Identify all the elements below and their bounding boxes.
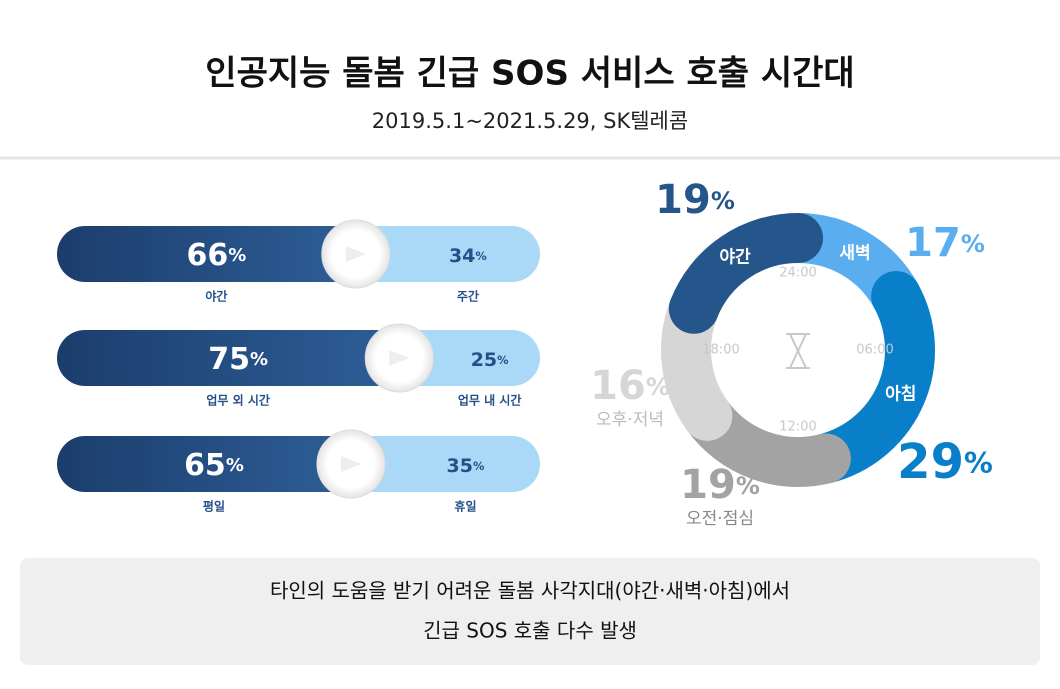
- percent-label: 17%: [905, 220, 985, 266]
- bar-segment: [347, 226, 540, 282]
- value-label: 25%: [471, 349, 509, 371]
- knob-icon: [340, 456, 361, 472]
- category-label: 업무 내 시간: [458, 393, 522, 408]
- title: 인공지능 돌봄 긴급 SOS 서비스 호출 시간대: [205, 54, 854, 94]
- donut-segment: [800, 271, 935, 484]
- segment-label: 새벽: [839, 244, 870, 264]
- segment-label: 아침: [885, 383, 916, 404]
- category-label: 업무 외 시간: [206, 393, 270, 408]
- value-label: 35%: [447, 455, 485, 477]
- clock-label: 06:00: [856, 343, 893, 358]
- clock-label: 24:00: [779, 266, 816, 281]
- knob-icon: [389, 350, 410, 366]
- category-label: 주간: [457, 289, 479, 304]
- clock-label: 18:00: [702, 343, 739, 358]
- percent-label: 29%: [897, 434, 993, 490]
- footer-line: 긴급 SOS 호출 다수 발생: [423, 619, 637, 643]
- bar-segment: [57, 436, 371, 492]
- bar-segment: [57, 330, 420, 386]
- percent-label: 19%: [655, 177, 735, 223]
- category-label: 평일: [203, 500, 225, 514]
- percent-label: 16%: [590, 363, 670, 409]
- category-label: 야간: [205, 289, 227, 304]
- donut-segment: [668, 213, 823, 334]
- knob-icon: [345, 246, 366, 262]
- footer-line: 타인의 도움을 받기 어려운 돌봄 사각지대(야간·새벽·아침)에서: [270, 579, 790, 603]
- value-label: 34%: [449, 245, 487, 267]
- segment-label: 오전·점심: [686, 509, 754, 529]
- value-label: 65%: [184, 448, 244, 483]
- bar-segment: [342, 436, 540, 492]
- category-label: 휴일: [454, 499, 476, 514]
- clock-label: 12:00: [779, 420, 816, 435]
- value-label: 66%: [186, 238, 246, 273]
- bar-segment: [57, 226, 376, 282]
- segment-label: 야간: [719, 247, 751, 267]
- percent-label: 19%: [680, 462, 760, 508]
- value-label: 75%: [208, 342, 268, 377]
- footer-box: [20, 558, 1040, 665]
- subtitle: 2019.5.1~2021.5.29, SK텔레콤: [372, 109, 688, 133]
- segment-label: 오후·저녁: [596, 410, 664, 430]
- hourglass: [786, 333, 810, 369]
